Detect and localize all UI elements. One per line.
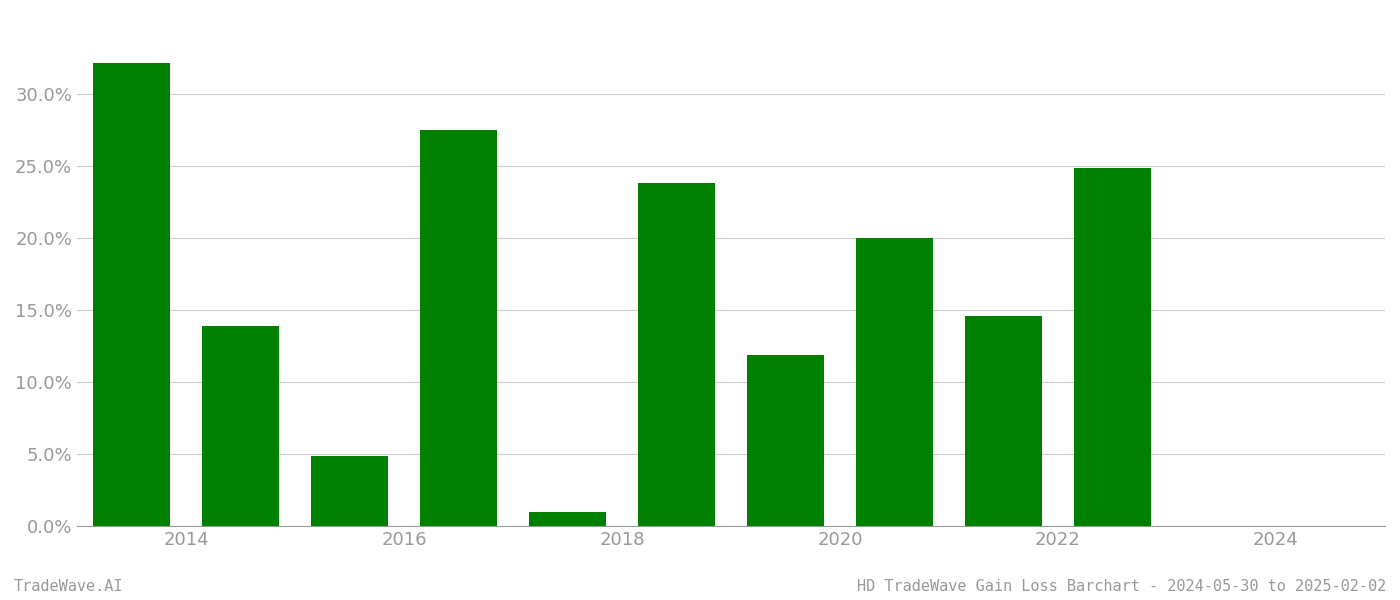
Bar [94, 62, 169, 526]
Text: HD TradeWave Gain Loss Barchart - 2024-05-30 to 2025-02-02: HD TradeWave Gain Loss Barchart - 2024-0… [857, 579, 1386, 594]
Bar [311, 455, 388, 526]
Bar [857, 238, 932, 526]
Bar [638, 184, 714, 526]
Bar [420, 130, 497, 526]
Bar [748, 355, 823, 526]
Bar [529, 512, 606, 526]
Bar [203, 326, 279, 526]
Bar [1074, 167, 1151, 526]
Text: TradeWave.AI: TradeWave.AI [14, 579, 123, 594]
Bar [966, 316, 1042, 526]
